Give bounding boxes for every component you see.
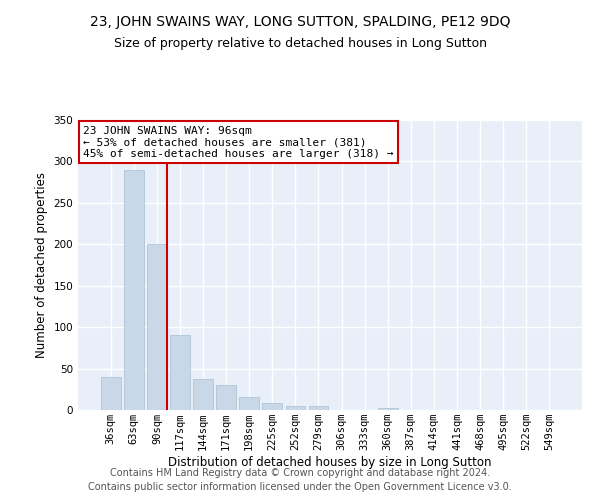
Bar bbox=[217, 385, 236, 410]
Text: Contains HM Land Registry data © Crown copyright and database right 2024.: Contains HM Land Registry data © Crown c… bbox=[110, 468, 490, 477]
Text: Size of property relative to detached houses in Long Sutton: Size of property relative to detached ho… bbox=[113, 38, 487, 51]
Y-axis label: Number of detached properties: Number of detached properties bbox=[35, 172, 48, 358]
Bar bbox=[193, 378, 213, 410]
Text: Contains public sector information licensed under the Open Government Licence v3: Contains public sector information licen… bbox=[88, 482, 512, 492]
Bar bbox=[308, 406, 328, 410]
Bar bbox=[147, 244, 167, 410]
Bar bbox=[262, 404, 282, 410]
Text: 23 JOHN SWAINS WAY: 96sqm
← 53% of detached houses are smaller (381)
45% of semi: 23 JOHN SWAINS WAY: 96sqm ← 53% of detac… bbox=[83, 126, 394, 159]
Bar bbox=[170, 336, 190, 410]
Bar bbox=[124, 170, 143, 410]
Bar bbox=[378, 408, 398, 410]
Bar bbox=[101, 377, 121, 410]
Bar bbox=[239, 396, 259, 410]
X-axis label: Distribution of detached houses by size in Long Sutton: Distribution of detached houses by size … bbox=[168, 456, 492, 469]
Text: 23, JOHN SWAINS WAY, LONG SUTTON, SPALDING, PE12 9DQ: 23, JOHN SWAINS WAY, LONG SUTTON, SPALDI… bbox=[90, 15, 510, 29]
Bar bbox=[286, 406, 305, 410]
